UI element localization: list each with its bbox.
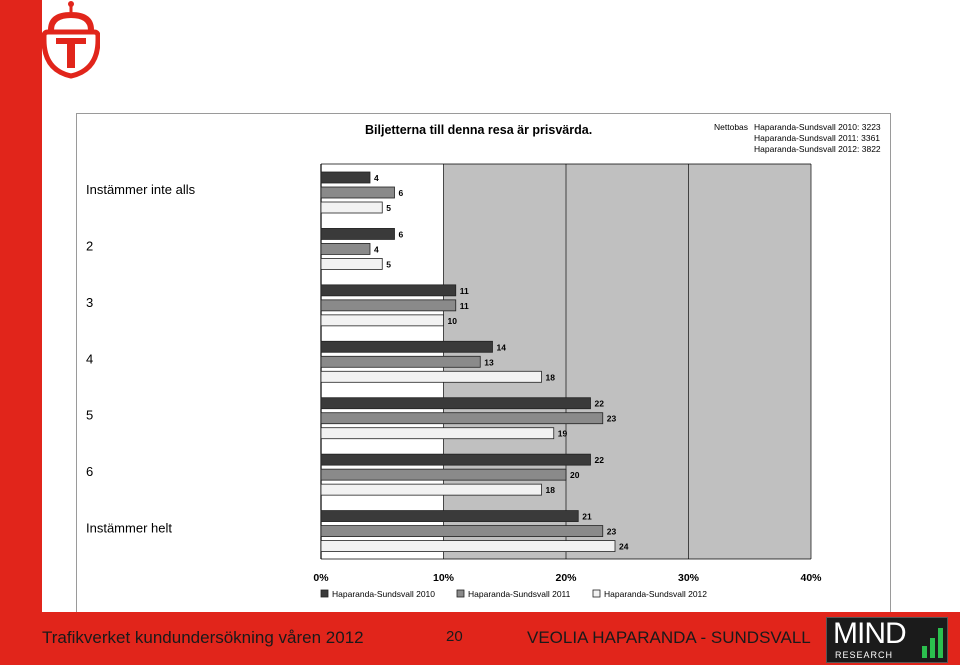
data-label: 10	[448, 316, 458, 326]
footer-title: Trafikverket kundundersökning våren 2012	[42, 628, 364, 647]
x-tick-label: 40%	[800, 572, 822, 584]
legend-label: Haparanda-Sundsvall 2011	[468, 589, 571, 599]
mind-logo-text: MIND	[833, 617, 907, 650]
bar-graph-icon	[922, 628, 943, 658]
legend-swatch	[456, 589, 465, 598]
bar	[320, 483, 542, 496]
data-label: 4	[374, 173, 379, 183]
bar	[320, 314, 444, 327]
data-label: 20	[570, 470, 580, 480]
data-label: 24	[619, 542, 629, 552]
x-tick-label: 10%	[433, 572, 455, 584]
category-label: 2	[86, 238, 93, 253]
bar	[320, 284, 457, 297]
data-label: 14	[497, 342, 507, 352]
bar	[320, 510, 579, 522]
bar	[320, 468, 567, 481]
nettobas-line: Haparanda-Sundsvall 2012: 3822	[754, 144, 881, 154]
legend-swatch	[320, 589, 329, 598]
category-label: 6	[86, 464, 93, 479]
bar	[320, 453, 591, 466]
bar	[320, 540, 616, 552]
data-label: 6	[399, 188, 404, 198]
legend-swatch	[592, 589, 601, 598]
left-red-strip	[0, 0, 42, 612]
data-label: 18	[546, 372, 556, 382]
bar	[320, 201, 383, 214]
plot-area	[443, 164, 811, 559]
bar	[320, 171, 371, 184]
data-label: 11	[460, 286, 469, 296]
data-label: 6	[399, 229, 404, 239]
x-tick-label: 20%	[555, 572, 577, 584]
page-number: 20	[446, 628, 463, 645]
data-label: 21	[582, 512, 592, 522]
data-label: 13	[484, 357, 494, 367]
mind-research-logo: MIND RESEARCH	[826, 617, 948, 663]
bar	[320, 243, 371, 255]
chart-frame: Biljetterna till denna resa är prisvärda…	[76, 113, 891, 613]
footer-route: VEOLIA HAPARANDA - SUNDSVALL	[527, 628, 811, 647]
data-label: 11	[460, 301, 469, 311]
category-label: Instämmer helt	[86, 521, 172, 536]
bar	[320, 355, 481, 368]
data-label: 22	[595, 455, 605, 465]
bar	[320, 299, 457, 312]
chart-title: Biljetterna till denna resa är prisvärda…	[365, 123, 593, 137]
nettobas-line: Haparanda-Sundsvall 2011: 3361	[754, 133, 881, 143]
data-label: 5	[386, 203, 391, 213]
bar	[320, 186, 395, 199]
category-label: 4	[86, 351, 93, 366]
footer-bar: Trafikverket kundundersökning våren 2012…	[0, 612, 960, 665]
nettobas-line: Haparanda-Sundsvall 2010: 3223	[754, 122, 881, 132]
bar	[320, 258, 383, 270]
data-label: 23	[607, 414, 617, 424]
data-label: 19	[558, 429, 568, 439]
nettobas-label: Nettobas	[714, 122, 749, 132]
trafikverket-crown-logo-icon	[42, 1, 100, 79]
legend-label: Haparanda-Sundsvall 2010	[332, 589, 435, 599]
mind-logo-subtext: RESEARCH	[835, 650, 894, 660]
bar	[320, 228, 395, 240]
bar	[320, 397, 591, 410]
bar	[320, 412, 604, 425]
legend-label: Haparanda-Sundsvall 2012	[604, 589, 707, 599]
data-label: 23	[607, 527, 617, 537]
category-label: 5	[86, 408, 93, 423]
bar	[320, 340, 493, 353]
nettobas-lines: Haparanda-Sundsvall 2010: 3223 Haparanda…	[754, 122, 881, 155]
bar	[320, 525, 604, 537]
data-label: 4	[374, 244, 379, 254]
data-label: 5	[386, 259, 391, 269]
category-label: Instämmer inte alls	[86, 182, 196, 197]
data-label: 18	[546, 485, 556, 495]
bar-chart-svg: 0% 10% 20% 30% 40%Instämmer inte alls4652645…	[86, 163, 822, 599]
x-tick-label: 30%	[678, 572, 700, 584]
bar	[320, 427, 555, 440]
x-tick-label: 0%	[313, 572, 329, 584]
bar	[320, 370, 542, 383]
category-label: 3	[86, 295, 93, 310]
data-label: 22	[595, 399, 605, 409]
